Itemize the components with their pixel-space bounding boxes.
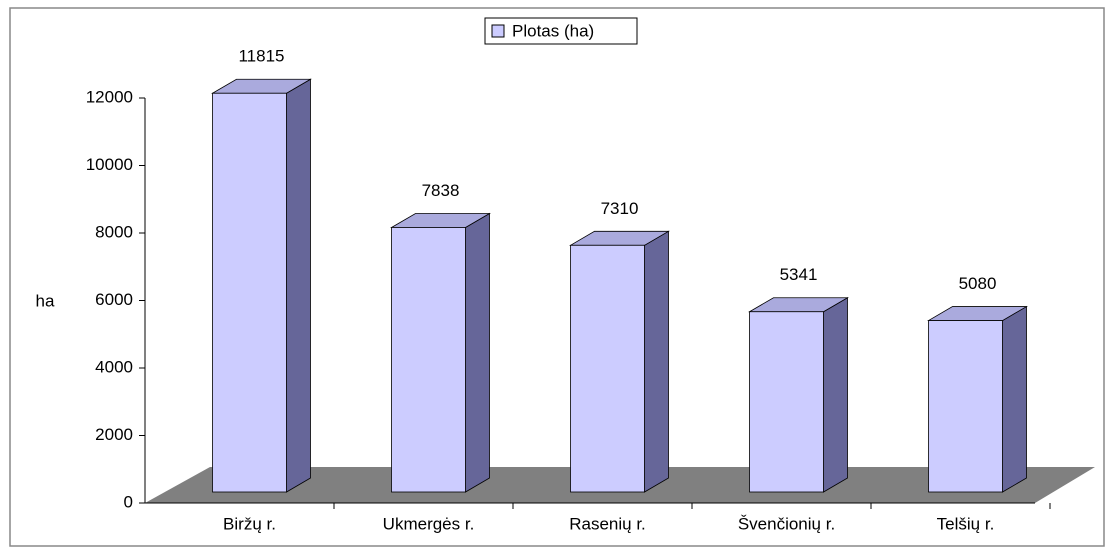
bar [570, 244, 645, 493]
x-tick-label: Ukmergės r. [383, 514, 475, 533]
bar-side [286, 78, 311, 493]
data-label: 5080 [959, 274, 997, 293]
y-axis-label: ha [36, 291, 55, 310]
y-tick-label: 0 [124, 492, 133, 511]
bar [212, 92, 287, 493]
bar-side [1002, 305, 1027, 493]
data-label: 7838 [422, 181, 460, 200]
legend-box [484, 17, 638, 45]
bar [928, 320, 1003, 493]
y-tick-label: 8000 [95, 222, 133, 241]
legend-swatch [491, 24, 505, 38]
y-tick-label: 12000 [86, 87, 133, 106]
x-tick-label: Rasenių r. [569, 514, 646, 533]
y-tick-label: 6000 [95, 290, 133, 309]
x-tick-label: Telšių r. [937, 514, 995, 533]
bar-side [465, 212, 490, 493]
bar-side [823, 297, 848, 493]
bar-side [644, 230, 669, 493]
legend-label: Plotas (ha) [512, 21, 594, 40]
chart-frame [9, 7, 1105, 547]
x-tick-label: Švenčionių r. [738, 514, 835, 533]
x-tick-label: Biržų r. [223, 514, 276, 533]
y-tick-label: 2000 [95, 425, 133, 444]
data-label: 7310 [601, 199, 639, 218]
bar [391, 227, 466, 493]
y-tick-label: 10000 [86, 155, 133, 174]
y-tick-label: 4000 [95, 357, 133, 376]
data-label: 11815 [238, 47, 284, 66]
data-label: 5341 [780, 265, 818, 284]
bar [749, 311, 824, 493]
